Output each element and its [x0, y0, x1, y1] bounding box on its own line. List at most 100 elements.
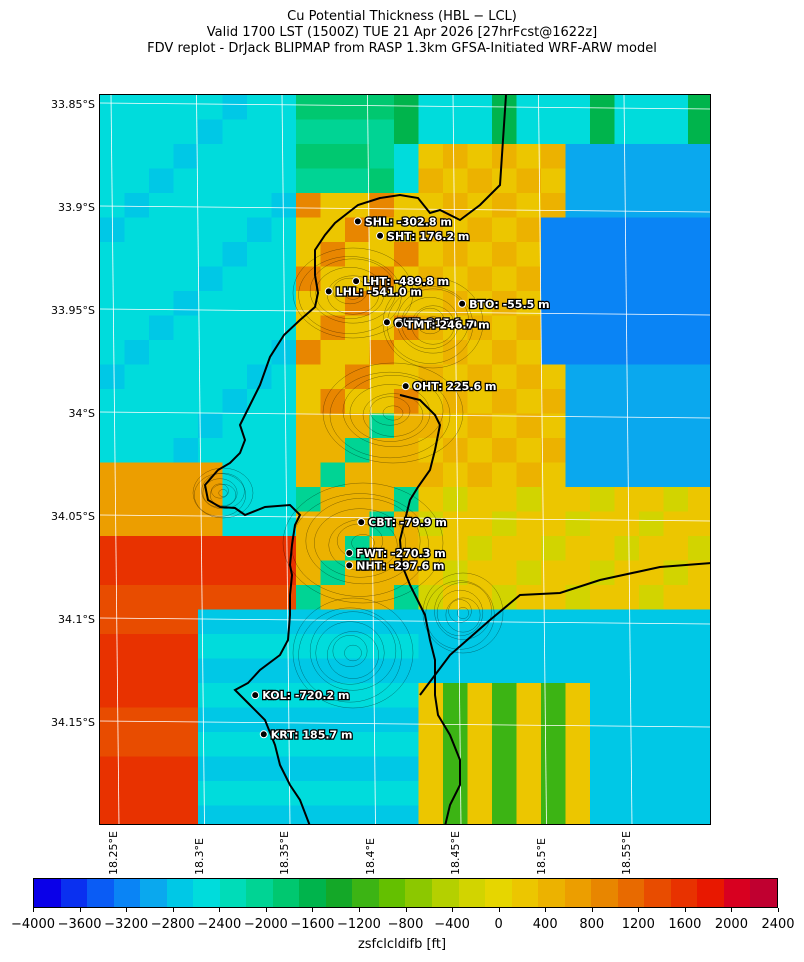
grid-cell [565, 781, 591, 806]
colorbar-tick [79, 908, 81, 912]
contour-line [194, 473, 246, 517]
grid-cell [320, 193, 346, 218]
grid-cell [296, 364, 321, 390]
grid-cell [541, 119, 566, 145]
thickness-map[interactable]: SHL: -302.8 m SHT: 176.2 m LHT: -489.8 m LH… [99, 94, 711, 825]
grid-cell [100, 266, 125, 292]
station-marker[interactable]: LHT: -489.8 m [352, 274, 450, 289]
grid-cell [247, 438, 272, 463]
grid-cell [198, 683, 223, 708]
contour-line [315, 267, 385, 319]
grid-cell [565, 144, 591, 169]
station-label: TMT: 246.7 m [406, 318, 490, 331]
colorbar [33, 878, 778, 908]
grid-cell [663, 634, 689, 659]
station-dot [352, 277, 361, 286]
grid-cell [345, 609, 370, 635]
station-marker[interactable]: TMT: 246.7 m [394, 317, 491, 333]
grid-cell [516, 756, 542, 782]
grid-cell [320, 291, 346, 316]
grid-cell [124, 732, 150, 757]
colorbar-tick [405, 908, 407, 912]
longitude-label: 18.3°E [192, 838, 206, 875]
grid-cell [296, 193, 321, 218]
grid-cell [639, 609, 664, 635]
grid-cell [418, 560, 444, 586]
grid-cell [590, 805, 615, 824]
parallel-line [100, 205, 710, 213]
grid-cell [467, 217, 493, 243]
station-marker[interactable]: CBT: -79.9 m [357, 515, 448, 530]
grid-cell [124, 805, 150, 824]
station-dot [324, 287, 333, 296]
colorbar-swatch [246, 879, 273, 907]
grid-cell [467, 144, 493, 169]
grid-cell [663, 291, 689, 316]
station-marker[interactable]: BTO: -55.5 m [458, 297, 551, 312]
grid-cell [467, 707, 493, 733]
grid-cell [590, 340, 615, 365]
grid-cell [590, 658, 615, 684]
station-marker[interactable]: FWT: -270.3 m [345, 546, 447, 561]
grid-cell [639, 266, 664, 292]
grid-cell [639, 119, 664, 145]
grid-cell [124, 168, 150, 194]
colorbar-tick [172, 908, 174, 912]
grid-cell [247, 732, 272, 757]
grid-cell [565, 805, 591, 824]
grid-cell [369, 462, 395, 488]
grid-cell [247, 511, 272, 537]
contour-line [282, 482, 444, 604]
grid-cell [100, 340, 125, 365]
grid-cell [149, 756, 174, 782]
grid-cell [394, 609, 419, 635]
colorbar-tick-label: 2400 [761, 917, 795, 932]
grid-cell [541, 511, 566, 537]
grid-cell [516, 340, 542, 365]
station-dot [382, 318, 391, 327]
grid-cell [222, 144, 248, 169]
grid-cell [222, 462, 248, 488]
station-marker[interactable]: KRT: 185.7 m [259, 727, 354, 743]
station-marker[interactable]: OHT: 225.6 m [401, 379, 498, 394]
grid-cell [418, 95, 444, 120]
station-marker[interactable]: LHL: -541.0 m [324, 284, 423, 300]
station-label: BTO: -55.5 m [469, 298, 549, 311]
grid-cell [541, 756, 566, 782]
grid-cell [320, 242, 346, 267]
grid-cell [100, 585, 125, 610]
grid-cell [614, 242, 640, 267]
station-marker[interactable]: SHT: 176.2 m [376, 229, 471, 244]
grid-cell [320, 634, 346, 659]
grid-cell [467, 487, 493, 512]
grid-cell [639, 487, 664, 512]
grid-cell [663, 144, 689, 169]
grid-cell [345, 168, 370, 194]
colorbar-swatch [511, 879, 539, 907]
grid-cell [688, 389, 710, 414]
colorbar-swatch [723, 879, 751, 907]
grid-cell [345, 511, 370, 537]
station-label: KOL: -720.2 m [262, 689, 349, 702]
grid-cell [149, 658, 174, 684]
grid-cell [541, 487, 566, 512]
station-marker[interactable]: NHT: -297.6 m [345, 558, 446, 574]
station-marker[interactable]: SHL: -302.8 m [353, 214, 453, 230]
grid-cell [492, 805, 517, 824]
municipal-boundary [398, 394, 461, 824]
grid-cell [688, 487, 710, 512]
grid-cell [149, 266, 174, 292]
grid-cell [614, 193, 640, 218]
grid-cell [345, 242, 370, 267]
grid-cell [222, 266, 248, 292]
colorbar-tick [358, 908, 360, 912]
grid-cell [198, 707, 223, 733]
grid-cell [516, 487, 542, 512]
station-marker[interactable]: KOL: -720.2 m [251, 688, 351, 703]
grid-cell [369, 732, 395, 757]
grid-cell [443, 536, 468, 561]
grid-cell [688, 462, 710, 488]
station-marker[interactable]: GUT: 215.1 m [382, 315, 478, 331]
grid-cell [124, 193, 150, 218]
grid-cell [639, 217, 664, 243]
